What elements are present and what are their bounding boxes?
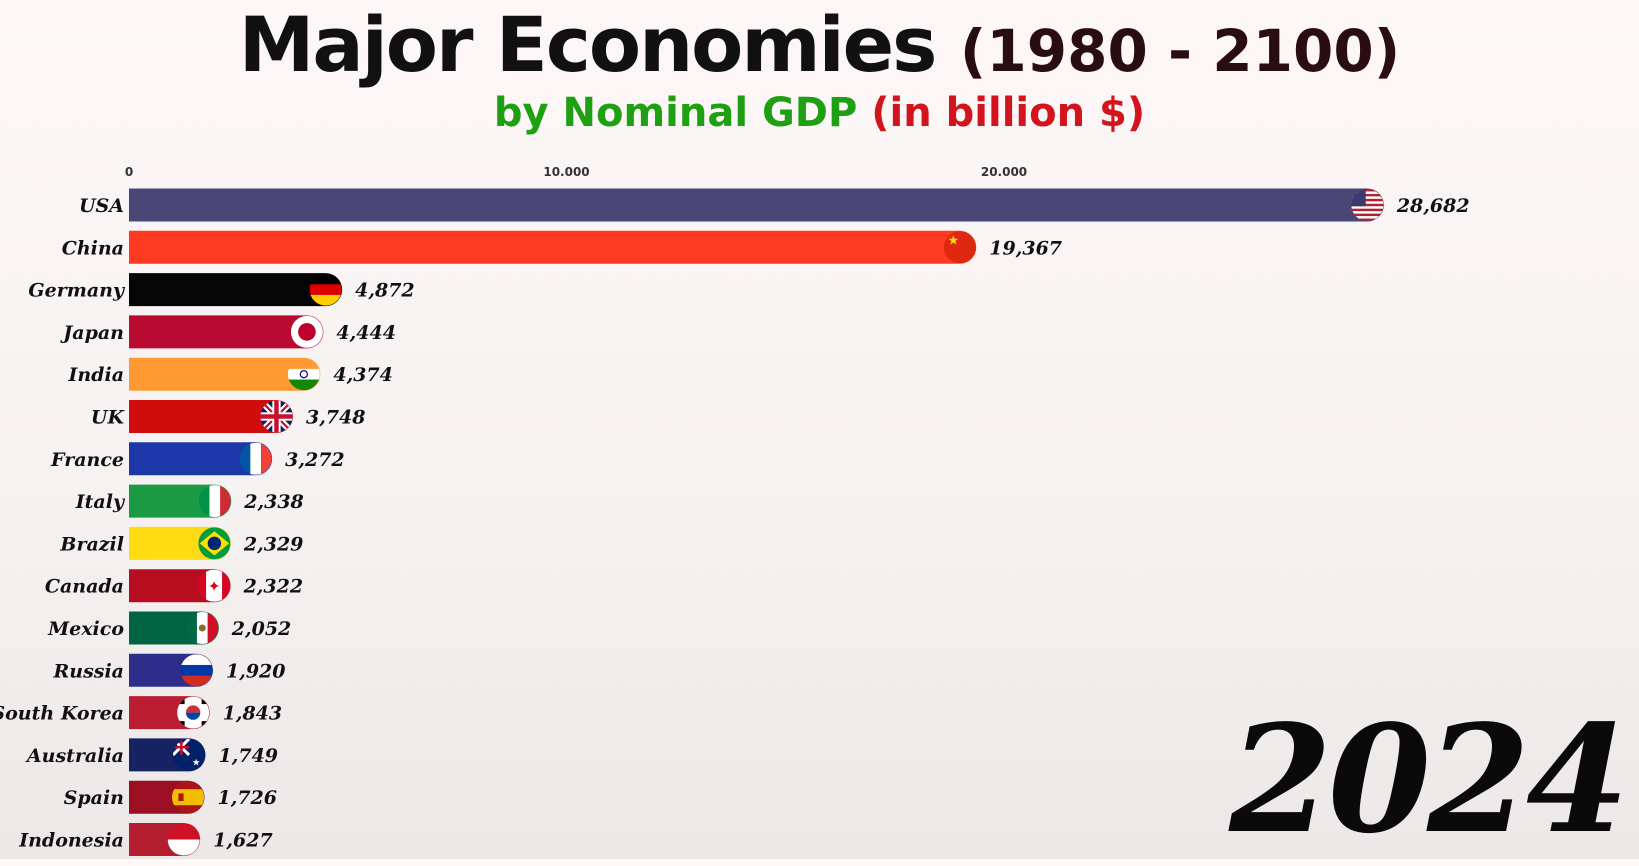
chart-subtitle: by Nominal GDP (in billion $): [0, 86, 1639, 140]
category-label: South Korea: [0, 703, 124, 725]
value-label: 4,444: [336, 322, 396, 344]
title-years: (1980 - 2100): [959, 17, 1401, 85]
subtitle-unit: (in billion $): [871, 90, 1146, 136]
bar: [129, 442, 273, 476]
bar-row: Spain 1,726: [64, 780, 278, 814]
category-label: Canada: [45, 576, 124, 598]
bar: [129, 357, 321, 391]
value-label: 4,872: [355, 280, 415, 302]
category-label: Germany: [28, 280, 126, 302]
value-label: 3,272: [285, 449, 345, 471]
category-label: Indonesia: [18, 830, 124, 852]
category-label: Spain: [64, 787, 124, 809]
value-label: 1,749: [219, 745, 278, 767]
value-label: 28,682: [1396, 195, 1470, 217]
bar: [129, 273, 343, 307]
bar-row: UK 3,748: [91, 400, 366, 433]
category-label: France: [50, 449, 124, 471]
usa-flag: [1351, 189, 1384, 221]
bar-row: Australia ★ 1,749: [25, 738, 278, 772]
svg-text:★: ★: [948, 234, 959, 249]
value-label: 19,367: [989, 237, 1062, 259]
value-label: 1,920: [226, 660, 286, 682]
category-label: Brazil: [59, 533, 124, 555]
france-flag: [239, 442, 272, 475]
china-flag: ★: [943, 231, 976, 264]
value-label: 2,322: [243, 576, 304, 598]
bar-row: USA 28,682: [79, 188, 1470, 222]
value-label: 1,843: [223, 703, 283, 725]
title-main: Major Economies: [238, 0, 938, 89]
x-tick-label: 0: [125, 165, 133, 179]
germany-flag: [309, 273, 342, 306]
bar-row: France 3,272: [50, 442, 345, 476]
value-label: 2,052: [231, 618, 292, 640]
category-label: Italy: [75, 491, 126, 513]
bar: [129, 188, 1384, 222]
category-label: Mexico: [47, 618, 124, 640]
value-label: 1,627: [213, 830, 273, 852]
bar-row: Italy 2,338: [75, 484, 304, 518]
japan-flag: [290, 315, 323, 348]
uk-flag: [260, 400, 293, 433]
category-label: Australia: [25, 745, 124, 767]
russia-flag: [180, 654, 213, 687]
x-tick-label: 20.000: [981, 165, 1027, 179]
bar-row: Brazil 2,329: [59, 526, 303, 560]
category-label: USA: [79, 195, 124, 217]
category-label: Japan: [60, 322, 124, 344]
bar-row: China ★ 19,367: [62, 230, 1062, 264]
bar-row: Mexico 2,052: [47, 611, 292, 645]
value-label: 2,329: [243, 533, 303, 555]
svg-text:★: ★: [192, 757, 201, 768]
x-tick-label: 10.000: [543, 165, 589, 179]
value-label: 3,748: [306, 407, 366, 429]
value-label: 1,726: [218, 787, 278, 809]
value-label: 4,374: [333, 364, 393, 386]
bar-row: Japan 4,444: [60, 315, 396, 349]
x-axis-ticks: 0 10.000 20.000: [125, 165, 1027, 179]
india-flag: [287, 358, 320, 391]
bar-row: Germany 4,872: [28, 273, 415, 307]
spain-flag: [172, 781, 205, 814]
bar-row: India 4,374: [67, 357, 393, 391]
year-label: 2024: [1229, 692, 1629, 866]
bars: USA 28,682 China ★ 19,367 Germany 4,872 Japan 4,…: [0, 188, 1470, 856]
value-label: 2,338: [243, 491, 304, 513]
canada-flag: ✦: [198, 569, 231, 602]
category-label: UK: [91, 407, 126, 429]
bar-row: South Korea 1,843: [0, 696, 283, 730]
category-label: India: [67, 364, 124, 386]
mexico-flag: [186, 612, 219, 644]
brazil-flag: [198, 527, 231, 560]
bar-row: Canada ✦ 2,322: [45, 569, 304, 603]
bar: [129, 230, 977, 264]
australia-flag: ★: [173, 738, 206, 771]
svg-text:✦: ✦: [208, 577, 221, 595]
bar-row: Indonesia 1,627: [18, 823, 273, 856]
indonesia-flag: [167, 823, 200, 856]
bar-row: Russia 1,920: [52, 653, 286, 687]
category-label: China: [62, 237, 124, 259]
south-korea-flag: [177, 696, 210, 729]
subtitle-metric: by Nominal GDP: [493, 90, 858, 136]
bar: [129, 400, 293, 433]
chart-title: Major Economies (1980 - 2100): [0, 2, 1639, 94]
bar: [129, 315, 324, 349]
italy-flag: [198, 485, 231, 518]
category-label: Russia: [52, 660, 124, 682]
